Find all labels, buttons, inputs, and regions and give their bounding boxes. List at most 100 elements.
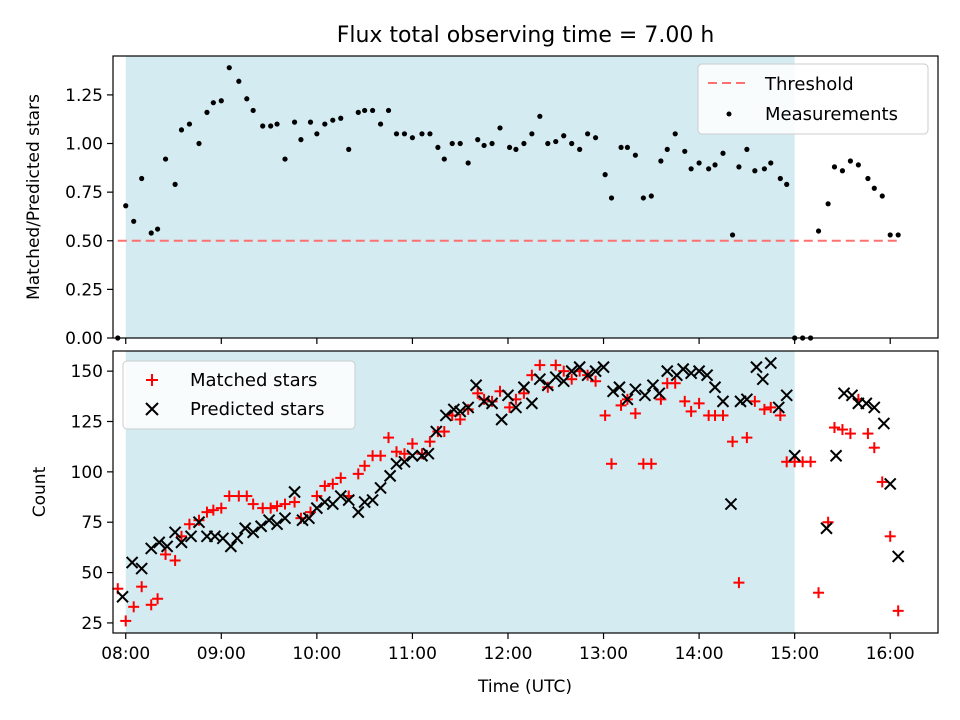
x-tick-label: 08:00 (101, 644, 150, 664)
predicted-star-point (145, 542, 158, 555)
measurement-point (457, 140, 463, 147)
predicted-star-point (246, 526, 260, 539)
predicted-star-point (238, 522, 252, 535)
predicted-star-point (724, 497, 738, 511)
matched-star-point (727, 436, 739, 448)
y-tick-label: 0.00 (65, 329, 103, 349)
measurement-point (154, 226, 161, 232)
predicted-star-point (231, 532, 244, 545)
y-tick-label: 0.75 (65, 183, 103, 203)
x-tick-label: 11:00 (388, 644, 437, 664)
measurement-point (338, 115, 344, 121)
measurement-point (569, 140, 575, 147)
x-tick-label: 13:00 (579, 644, 628, 664)
matched-star-point (279, 498, 291, 510)
measurement-point (777, 175, 783, 182)
matched-star-point (558, 365, 570, 377)
predicted-star-point (837, 387, 851, 400)
predicted-star-point (589, 364, 602, 378)
y-tick-label: 100 (71, 463, 103, 483)
predicted-star-point (517, 381, 531, 394)
predicted-star-point (653, 387, 666, 400)
bottom-panel: 25 50 75 100 125 150 08:00 09:00 10:00 11:00 12:0… (30, 350, 939, 697)
predicted-star-point (868, 401, 881, 414)
matched-star-point (406, 438, 418, 450)
top-legend-box (697, 63, 929, 135)
measurement-point (513, 146, 519, 152)
measurement-point (839, 168, 846, 174)
measurement-point (441, 156, 447, 162)
measurement-point (346, 146, 352, 152)
y-tick-label: 25 (81, 614, 103, 634)
measurement-point (377, 121, 384, 127)
legend-threshold-label: Threshold (764, 74, 854, 95)
measurement-point (435, 144, 441, 151)
measurement-point (585, 131, 591, 137)
predicted-star-point (160, 540, 174, 553)
x-tick-label: 16:00 (866, 644, 915, 664)
matched-star-point (390, 446, 402, 458)
predicted-star-point (430, 425, 443, 438)
measurement-point (139, 175, 145, 182)
matched-star-point (152, 593, 164, 605)
measurement-point (355, 109, 361, 115)
measurement-point (196, 140, 202, 147)
measurement-point (577, 146, 583, 152)
predicted-star-point (439, 409, 453, 422)
matched-star-point (645, 458, 657, 470)
measurement-point (362, 107, 368, 114)
predicted-star-point (278, 511, 292, 525)
matched-star-point (289, 496, 301, 508)
measurement-point (712, 162, 718, 168)
predicted-star-point (485, 397, 499, 410)
matched-star-point (599, 409, 611, 421)
matched-star-point (398, 448, 410, 460)
predicted-star-point (352, 505, 365, 519)
matched-star-point (606, 458, 618, 470)
y-tick-label: 0.50 (65, 232, 103, 252)
matched-star-point (223, 490, 235, 502)
matched-star-point (629, 407, 641, 419)
measurement-point (393, 131, 400, 137)
predicted-star-point (175, 536, 188, 549)
measurement-point (624, 144, 631, 151)
predicted-star-point (288, 485, 301, 499)
top-y-axis: 0.00 0.25 0.50 0.75 1.00 1.25 (65, 86, 113, 349)
y-tick-label: 50 (81, 564, 103, 584)
legend-matched-label: Matched stars (190, 370, 317, 391)
predicted-star-point (565, 364, 578, 378)
legend-measurements-label: Measurements (765, 104, 898, 125)
predicted-star-point (374, 481, 387, 495)
predicted-star-point (638, 389, 652, 402)
predicted-star-point (152, 536, 166, 549)
bottom-legend-box (122, 360, 356, 430)
predicted-star-point (383, 469, 397, 483)
matched-star-point (247, 498, 259, 510)
matched-star-point (518, 387, 530, 399)
predicted-star-point (533, 372, 547, 386)
predicted-stars-points (116, 356, 905, 603)
matched-star-point (828, 422, 840, 434)
predicted-star-point (646, 379, 660, 392)
matched-star-point (679, 395, 691, 407)
measurement-point (658, 158, 664, 164)
predicted-star-point (661, 364, 674, 378)
predicted-star-point (700, 368, 714, 382)
measurement-point (506, 144, 513, 151)
measurement-point (250, 107, 256, 114)
measurement-point (291, 119, 298, 125)
measurement-point (784, 181, 790, 187)
measurement-point (282, 156, 288, 162)
predicted-star-point (621, 393, 634, 406)
predicted-star-point (469, 379, 483, 392)
predicted-star-point (845, 389, 859, 402)
predicted-star-point (184, 530, 198, 543)
matched-star-point (876, 476, 888, 488)
matched-star-point (169, 554, 181, 566)
predicted-star-point (453, 405, 467, 418)
measurement-point (330, 117, 336, 123)
measurement-point (561, 133, 567, 139)
predicted-star-point (495, 413, 508, 426)
matched-star-point (215, 502, 227, 514)
predicted-star-point (877, 417, 891, 430)
